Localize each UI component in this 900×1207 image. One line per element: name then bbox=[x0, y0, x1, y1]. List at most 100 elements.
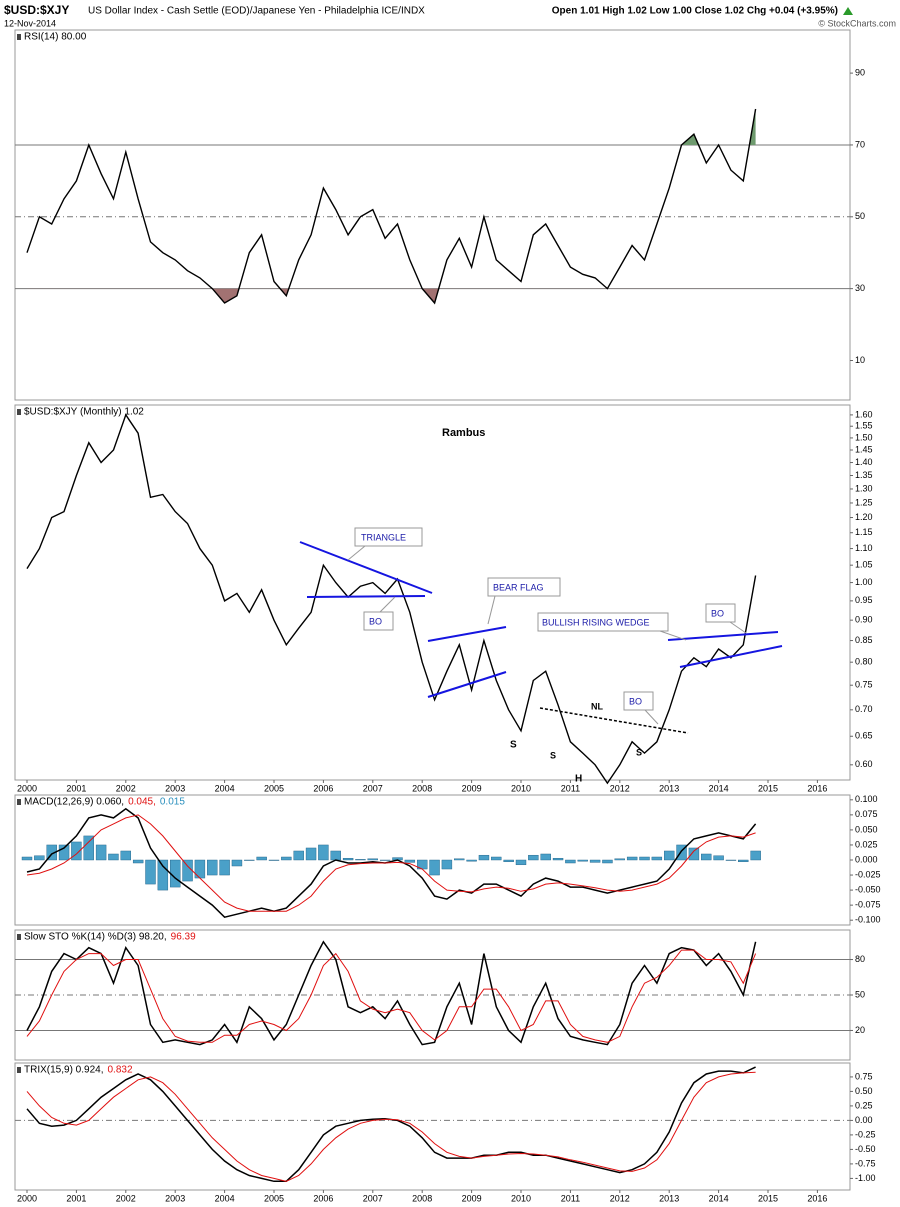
flag-lower bbox=[427, 671, 507, 698]
histogram-bar bbox=[379, 859, 391, 861]
histogram-bar bbox=[145, 859, 156, 885]
x-tick-label: 2010 bbox=[511, 783, 531, 793]
callout-box bbox=[537, 612, 669, 632]
x-tick-label: 2001 bbox=[66, 1193, 86, 1203]
histogram-bar bbox=[750, 850, 761, 861]
y-tick-label: 0.85 bbox=[855, 635, 873, 645]
panel: 0.75 0.50 0.25 0.00 -0.25 -0.50 -0.75 -1.00 2000… bbox=[14, 1062, 876, 1203]
y-tick-label: 30 bbox=[855, 283, 865, 293]
histogram-bar bbox=[182, 859, 193, 882]
histogram-bar bbox=[466, 859, 477, 862]
y-tick-label: 0.00 bbox=[855, 1115, 873, 1125]
panel: 0.100 0.075 0.050 0.025 0.000 -0.025 -0.050 -0.… bbox=[14, 794, 881, 926]
annotation: BO bbox=[369, 616, 382, 626]
histogram-bar bbox=[244, 859, 255, 861]
x-tick-label: 2015 bbox=[758, 1193, 778, 1203]
histogram-bar bbox=[132, 859, 144, 864]
histogram-bar bbox=[565, 859, 576, 864]
legend-text: RSI(14) 80.00 bbox=[24, 32, 87, 43]
y-tick-label: 70 bbox=[855, 139, 865, 149]
callout-box bbox=[363, 611, 394, 631]
y-tick-label: 0.65 bbox=[855, 731, 873, 741]
triangle-lower bbox=[306, 595, 426, 598]
series-line bbox=[26, 1071, 756, 1182]
annotation: BO bbox=[629, 696, 642, 706]
x-tick-label: 2008 bbox=[412, 1193, 432, 1203]
histogram-bar bbox=[454, 858, 465, 861]
x-tick-label: 2016 bbox=[807, 1193, 827, 1203]
histogram-bar bbox=[664, 850, 675, 861]
legend-text: Slow STO %K(14) %D(3) 98.20, bbox=[24, 932, 167, 943]
y-tick-label: -0.75 bbox=[855, 1158, 876, 1168]
y-tick-label: 0.050 bbox=[855, 824, 878, 834]
histogram-bar bbox=[503, 859, 514, 863]
y-tick-label: 0.80 bbox=[855, 657, 873, 667]
y-tick-label: 1.25 bbox=[855, 497, 873, 507]
legend-icon bbox=[17, 34, 21, 40]
histogram-bar bbox=[318, 844, 329, 861]
x-tick-label: 2007 bbox=[363, 1193, 383, 1203]
legend-icon bbox=[17, 409, 21, 415]
x-tick-label: 2015 bbox=[758, 783, 778, 793]
histogram-bar bbox=[738, 859, 749, 863]
x-tick-label: 2013 bbox=[659, 783, 679, 793]
annotation: S bbox=[510, 740, 517, 751]
x-tick-label: 2006 bbox=[313, 1193, 333, 1203]
y-tick-label: 1.05 bbox=[855, 560, 873, 570]
series-line bbox=[26, 413, 757, 785]
histogram-bar bbox=[21, 856, 33, 861]
x-tick-label: 2009 bbox=[462, 783, 482, 793]
legend-text: 0.045, bbox=[128, 797, 156, 808]
histogram-bar bbox=[207, 859, 218, 876]
callout-pointer bbox=[644, 709, 659, 725]
histogram-bar bbox=[157, 859, 169, 891]
chart-title: Rambus bbox=[442, 427, 485, 439]
wedge-lower bbox=[679, 645, 783, 668]
y-tick-label: 1.20 bbox=[855, 512, 873, 522]
legend-text: 96.39 bbox=[171, 932, 196, 943]
callout-box bbox=[354, 527, 423, 547]
legend-text: TRIX(15,9) 0.924, bbox=[24, 1065, 103, 1076]
histogram-bar bbox=[120, 850, 132, 861]
panel-frame bbox=[14, 29, 851, 401]
annotation: S bbox=[636, 747, 642, 757]
y-tick-label: 0.50 bbox=[855, 1086, 873, 1096]
y-tick-label: 1.60 bbox=[855, 409, 873, 419]
histogram-bar bbox=[491, 856, 502, 861]
x-tick-label: 2003 bbox=[165, 783, 185, 793]
callout-pointer bbox=[729, 621, 747, 634]
y-tick-label: 1.15 bbox=[855, 527, 873, 537]
x-tick-label: 2008 bbox=[412, 783, 432, 793]
histogram-bar bbox=[688, 847, 700, 861]
x-tick-label: 2004 bbox=[215, 1193, 235, 1203]
y-tick-label: 1.35 bbox=[855, 470, 873, 480]
legend-text: MACD(12,26,9) 0.060, bbox=[24, 797, 124, 808]
histogram-bar bbox=[577, 859, 588, 862]
histogram-bar bbox=[268, 859, 280, 861]
histogram-bar bbox=[676, 844, 687, 861]
y-tick-label: -0.025 bbox=[855, 869, 881, 879]
annotation: TRIANGLE bbox=[361, 532, 406, 542]
histogram-bar bbox=[355, 859, 366, 861]
legend-icon bbox=[17, 799, 21, 805]
x-tick-label: 2011 bbox=[561, 1193, 580, 1203]
histogram-bar bbox=[626, 856, 638, 861]
callout-pointer bbox=[487, 595, 496, 625]
y-tick-label: 1.40 bbox=[855, 457, 873, 467]
panel-frame bbox=[14, 404, 851, 781]
x-tick-label: 2007 bbox=[363, 783, 383, 793]
y-tick-label: -1.00 bbox=[855, 1173, 876, 1183]
histogram-bar bbox=[404, 859, 416, 863]
y-tick-label: 0.75 bbox=[855, 1071, 873, 1081]
x-tick-label: 2013 bbox=[659, 1193, 679, 1203]
callout-pointer bbox=[379, 596, 396, 613]
panel: 80 50 20 Slow STO %K(14) %D(3) 98.20, 96.39 bbox=[14, 929, 865, 1061]
y-tick-label: -0.075 bbox=[855, 900, 881, 910]
x-tick-label: 2016 bbox=[807, 783, 827, 793]
x-tick-label: 2010 bbox=[511, 1193, 531, 1203]
histogram-bar bbox=[528, 854, 539, 861]
y-tick-label: -0.25 bbox=[855, 1129, 876, 1139]
y-tick-label: 1.45 bbox=[855, 444, 873, 454]
y-tick-label: 1.30 bbox=[855, 483, 873, 493]
